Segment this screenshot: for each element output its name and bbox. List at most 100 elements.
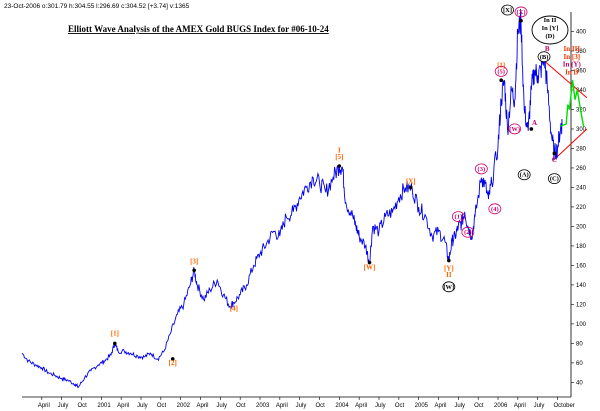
wave-label: [3] [190, 257, 198, 265]
x-tick-label: 2006 [494, 403, 508, 409]
wave-circle [442, 281, 456, 293]
wave-label: In III [564, 45, 581, 53]
y-tick-label: 400 [576, 29, 587, 35]
trendline [543, 60, 588, 99]
y-tick-label: 300 [576, 127, 587, 133]
x-tick-label: April [117, 403, 129, 409]
y-tick-label: 220 [576, 205, 587, 211]
y-tick-label: 240 [576, 185, 587, 191]
wave-label: [1] [111, 330, 119, 338]
wave-label: [Y] [444, 264, 454, 272]
pivot-point [367, 260, 372, 265]
x-tick-label: Oct [395, 403, 405, 409]
legend-line: (D) [545, 33, 554, 40]
wave-circle [451, 211, 465, 223]
y-tick-label: 340 [576, 88, 587, 94]
x-tick-label: April [38, 403, 50, 409]
x-tick-label: 2001 [97, 403, 111, 409]
wave-label: A [532, 119, 537, 127]
wave-circle [474, 163, 488, 175]
x-tick-label: July [137, 403, 148, 409]
y-tick-label: 120 [576, 302, 587, 308]
x-tick-label: 2002 [177, 403, 191, 409]
x-tick-label: July [375, 403, 386, 409]
wave-label: C [552, 156, 557, 164]
projection-line [560, 80, 585, 128]
x-tick-label: April [514, 403, 526, 409]
x-tick-label: April [276, 403, 288, 409]
circled-label: (4) [491, 206, 499, 213]
y-tick-label: 360 [576, 68, 587, 74]
y-tick-label: 140 [576, 283, 587, 289]
wave-label: B [545, 45, 550, 53]
x-tick-label: July [454, 403, 465, 409]
y-tick-label: 380 [576, 49, 587, 55]
circled-label: (2) [464, 229, 472, 236]
wave-label: I [338, 146, 341, 154]
x-tick-label: October [554, 403, 575, 409]
pivot-point [529, 127, 534, 131]
x-tick-label: April [435, 403, 447, 409]
x-tick-label: 2003 [256, 403, 270, 409]
y-tick-label: 100 [576, 322, 587, 328]
y-tick-label: 40 [576, 380, 583, 386]
x-tick-label: 2004 [335, 403, 349, 409]
chart-title: Elliott Wave Analysis of the AMEX Gold B… [68, 24, 329, 34]
circled-label: (C) [550, 176, 559, 183]
legend-bubble [531, 15, 569, 45]
x-tick-label: Oct [316, 403, 326, 409]
x-tick-label: April [355, 403, 367, 409]
wave-circle [461, 226, 475, 238]
circled-label: [W] [443, 284, 454, 291]
wave-label: II [446, 271, 452, 279]
x-tick-label: July [58, 403, 69, 409]
price-line [21, 8, 563, 388]
pivot-point [113, 341, 117, 346]
pivot-point [170, 357, 175, 361]
x-tick-label: Oct [78, 403, 88, 409]
wave-label: [1] [497, 62, 505, 70]
y-tick-label: 160 [576, 263, 587, 269]
pivot-point [552, 151, 557, 156]
trendline [553, 128, 588, 161]
wave-circle [494, 66, 508, 77]
x-tick-label: July [216, 403, 227, 409]
legend-line: In [Y] [542, 25, 559, 32]
wave-circle [514, 6, 528, 18]
circled-label: (3) [478, 166, 486, 173]
wave-label: [2] [169, 359, 177, 367]
x-tick-label: Oct [236, 403, 246, 409]
wave-label: In D [565, 68, 578, 76]
plot-area [21, 8, 588, 388]
y-tick-label: 60 [576, 361, 583, 367]
circled-label: (1) [455, 214, 463, 221]
wave-circle [547, 173, 561, 185]
y-tick-label: 200 [576, 224, 587, 230]
legend-line: In II [544, 17, 557, 24]
wave-label: [X] [406, 178, 416, 186]
x-tick-label: July [296, 403, 307, 409]
pivot-point [408, 185, 413, 190]
pivot-point [499, 78, 503, 83]
wave-label: In [3] [564, 53, 581, 61]
circled-label: [X] [503, 7, 512, 14]
y-tick-label: 280 [576, 146, 587, 152]
y-tick-label: 80 [576, 341, 583, 347]
x-tick-label: July [534, 403, 545, 409]
pivot-point [192, 268, 196, 273]
circled-label: (A) [520, 172, 529, 179]
circled-label: (B) [540, 54, 549, 61]
pivot-point [337, 164, 342, 168]
y-tick-label: 260 [576, 166, 587, 172]
x-tick-label: Oct [157, 403, 167, 409]
wave-circle [517, 169, 531, 181]
header-info: 23-Oct-2006 o:301.79 h:304.55 l:296.69 c… [4, 3, 190, 10]
pivot-point [447, 258, 451, 263]
wave-circle [508, 123, 522, 135]
x-tick-label: April [197, 403, 209, 409]
wave-circle [537, 51, 551, 63]
circled-label: (X) [517, 9, 526, 16]
